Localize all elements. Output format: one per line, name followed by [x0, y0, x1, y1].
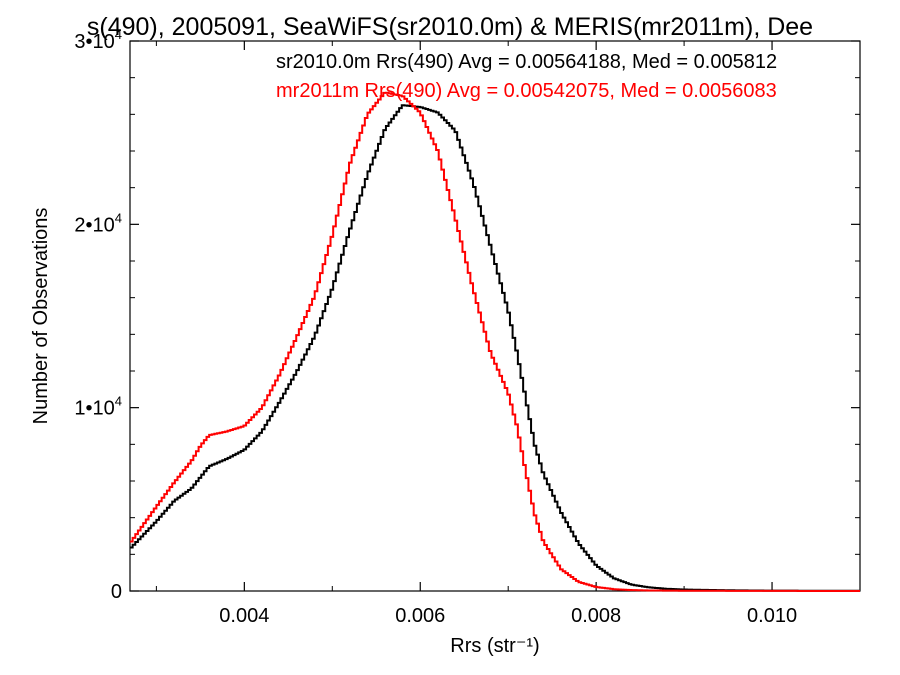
- series-line-0: [130, 104, 860, 592]
- plot-frame: [129, 40, 861, 592]
- y-tick-label-base: 3•10: [74, 31, 114, 53]
- series-layer: [130, 91, 860, 592]
- series-line-1: [130, 91, 860, 592]
- y-tick-label: 2•104: [74, 210, 122, 236]
- y-tick-label: 3•104: [74, 27, 122, 53]
- x-axis-label: Rrs (str⁻¹): [450, 635, 539, 657]
- x-tick-label: 0.004: [219, 605, 269, 627]
- y-axis-label: Number of Observations: [30, 208, 52, 425]
- x-tick-label: 0.006: [395, 605, 445, 627]
- legend-entry-sr2010: sr2010.0m Rrs(490) Avg = 0.00564188, Med…: [276, 51, 777, 73]
- x-tick-label: 0.008: [571, 605, 621, 627]
- y-tick-label-base: 0: [111, 581, 122, 603]
- y-tick-label-base: 2•10: [74, 214, 114, 236]
- chart-title: s(490), 2005091, SeaWiFS(sr2010.0m) & ME…: [87, 13, 813, 41]
- legend: sr2010.0m Rrs(490) Avg = 0.00564188, Med…: [276, 51, 777, 102]
- y-tick-label-exponent: 4: [115, 210, 122, 225]
- y-tick-label-base: 1•10: [74, 398, 114, 420]
- y-tick-label-exponent: 4: [115, 27, 122, 42]
- x-axis-ticks: 0.004 0.006 0.008 0.010: [155, 41, 861, 627]
- x-tick-label: 0.010: [747, 605, 797, 627]
- y-tick-label: 0: [111, 581, 122, 603]
- legend-entry-mr2011m: mr2011m Rrs(490) Avg = 0.00542075, Med =…: [276, 80, 777, 102]
- y-tick-label: 1•104: [74, 394, 122, 420]
- y-tick-label-exponent: 4: [115, 394, 122, 409]
